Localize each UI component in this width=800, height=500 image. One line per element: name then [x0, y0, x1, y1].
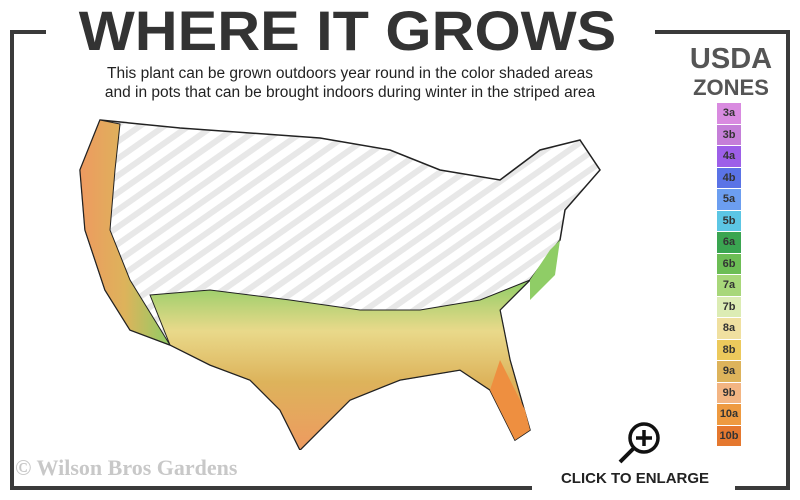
legend-zone-10b: 10b — [717, 425, 741, 446]
legend-zone-4a: 4a — [717, 146, 741, 167]
page-title: WHERE IT GROWS — [78, 0, 617, 62]
usda-zone-map[interactable] — [60, 110, 620, 450]
legend-zone-3b: 3b — [717, 124, 741, 145]
copyright-text: © Wilson Bros Gardens — [15, 455, 238, 480]
legend-zone-3a: 3a — [717, 103, 741, 124]
legend-zone-9a: 9a — [717, 361, 741, 382]
legend-title-line-1: USDA — [689, 43, 773, 75]
legend-zone-6a: 6a — [717, 232, 741, 253]
legend-zone-7a: 7a — [717, 275, 741, 296]
click-to-enlarge-button[interactable]: CLICK TO ENLARGE — [560, 470, 710, 487]
frame-top-right — [655, 30, 790, 34]
west-coast-zone-band — [79, 119, 172, 346]
frame-top-left — [10, 30, 46, 34]
legend-title-line-2: ZONES — [693, 75, 769, 100]
legend-zone-5b: 5b — [717, 210, 741, 231]
legend-zone-5a: 5a — [717, 189, 741, 210]
florida-zone — [490, 360, 530, 440]
frame-left — [10, 30, 14, 490]
subtitle-line-1: This plant can be grown outdoors year ro… — [107, 65, 593, 82]
legend-zone-8b: 8b — [717, 339, 741, 360]
legend-zone-4b: 4b — [717, 167, 741, 188]
east-coast-zone-band — [530, 240, 560, 300]
subtitle-line-2: and in pots that can be brought indoors … — [104, 84, 596, 101]
legend-zone-8a: 8a — [717, 318, 741, 339]
legend-zone-9b: 9b — [717, 382, 741, 403]
zone-legend: 3a 3b 4a 4b 5a 5b 6a 6b 7a 7b 8a 8b 9a 9b 10a 10b — [717, 103, 741, 447]
legend-zone-6b: 6b — [717, 253, 741, 274]
frame-bottom-right — [735, 486, 790, 490]
legend-zone-7b: 7b — [717, 296, 741, 317]
legend-title: USDA ZONES — [676, 43, 786, 101]
frame-bottom-left — [10, 486, 532, 490]
frame-right — [786, 30, 790, 490]
legend-zone-10a: 10a — [717, 404, 741, 425]
zoom-in-magnifier-icon[interactable] — [612, 420, 664, 466]
